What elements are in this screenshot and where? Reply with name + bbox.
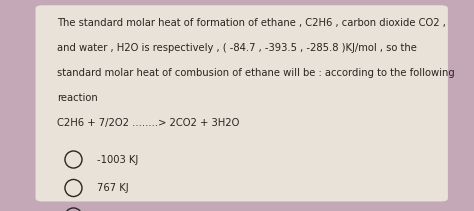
Text: The standard molar heat of formation of ethane , C2H6 , carbon dioxide CO2 ,: The standard molar heat of formation of … [57, 18, 446, 28]
Text: C2H6 + 7/2O2 ........> 2CO2 + 3H2O: C2H6 + 7/2O2 ........> 2CO2 + 3H2O [57, 118, 239, 127]
Text: 767 KJ: 767 KJ [97, 183, 129, 193]
Text: standard molar heat of combusion of ethane will be : according to the following: standard molar heat of combusion of etha… [57, 68, 455, 78]
Text: -1003 KJ: -1003 KJ [97, 155, 138, 165]
Text: and water , H2O is respectively , ( -84.7 , -393.5 , -285.8 )KJ/mol , so the: and water , H2O is respectively , ( -84.… [57, 43, 417, 53]
FancyBboxPatch shape [36, 5, 448, 202]
Text: reaction: reaction [57, 93, 98, 103]
